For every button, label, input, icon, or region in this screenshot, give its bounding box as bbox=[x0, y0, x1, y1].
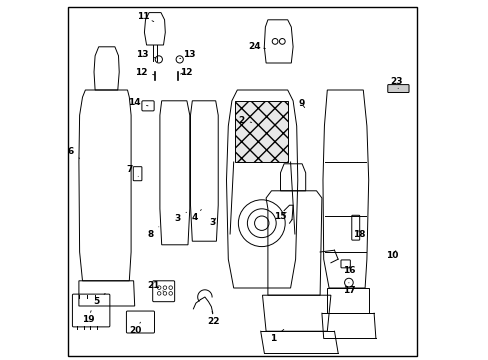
Text: 7: 7 bbox=[126, 166, 138, 176]
Text: 3: 3 bbox=[209, 217, 216, 227]
Text: 1: 1 bbox=[270, 329, 283, 343]
Text: 5: 5 bbox=[93, 293, 105, 306]
Text: 14: 14 bbox=[128, 98, 148, 107]
Text: 16: 16 bbox=[343, 266, 355, 275]
Text: 22: 22 bbox=[207, 311, 220, 325]
Text: 6: 6 bbox=[68, 147, 80, 158]
Text: 3: 3 bbox=[174, 212, 186, 223]
Text: 8: 8 bbox=[147, 227, 159, 239]
Text: 13: 13 bbox=[179, 50, 196, 59]
Text: 12: 12 bbox=[180, 68, 192, 77]
Text: 13: 13 bbox=[135, 50, 156, 59]
Text: 23: 23 bbox=[389, 77, 402, 89]
Text: 12: 12 bbox=[134, 68, 154, 77]
Text: 10: 10 bbox=[385, 251, 397, 260]
Text: 24: 24 bbox=[248, 42, 265, 51]
Text: 9: 9 bbox=[298, 99, 304, 108]
Text: 17: 17 bbox=[342, 283, 354, 294]
Text: 2: 2 bbox=[238, 116, 251, 125]
FancyBboxPatch shape bbox=[387, 85, 408, 93]
Text: 15: 15 bbox=[274, 212, 286, 221]
Text: 20: 20 bbox=[129, 322, 142, 335]
Polygon shape bbox=[235, 101, 287, 162]
Text: 11: 11 bbox=[137, 12, 153, 22]
Text: 19: 19 bbox=[81, 311, 94, 324]
Text: 4: 4 bbox=[191, 210, 201, 222]
Text: 18: 18 bbox=[352, 230, 365, 239]
Text: 21: 21 bbox=[147, 281, 163, 291]
